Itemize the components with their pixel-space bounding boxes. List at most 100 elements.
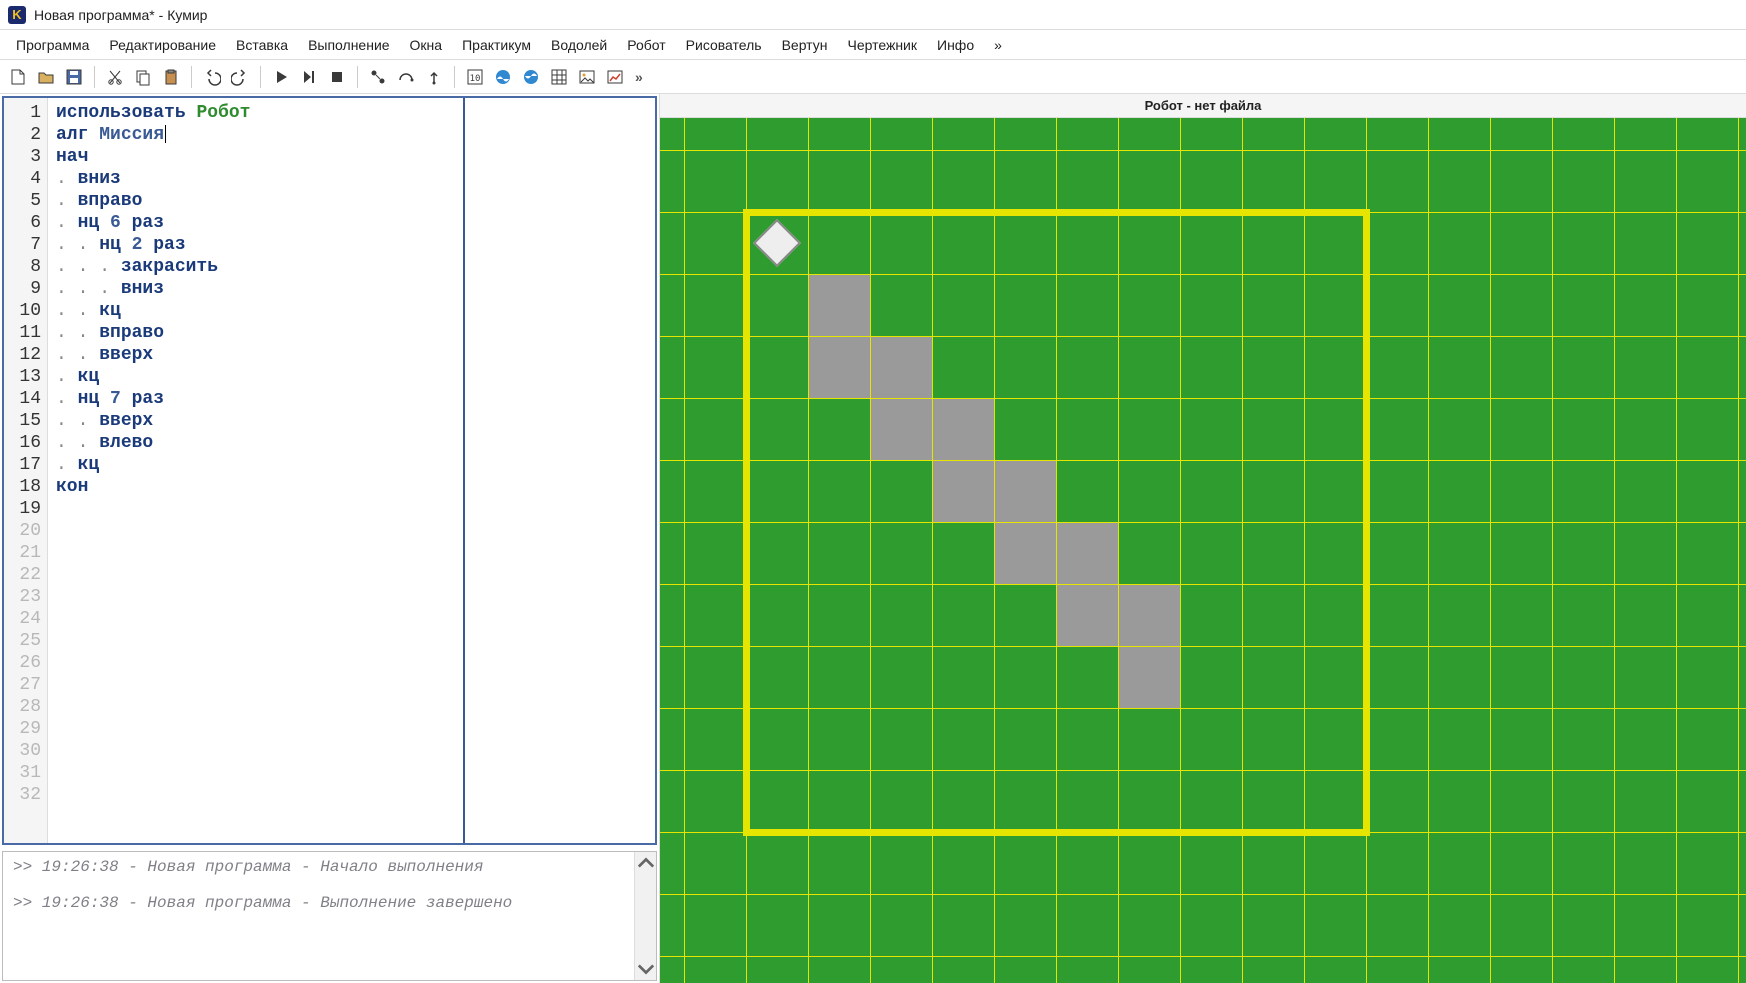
- code-line[interactable]: . . . вниз: [56, 278, 455, 300]
- menu-item-8[interactable]: Рисователь: [676, 33, 772, 57]
- line-number: 11: [4, 322, 41, 344]
- toggle-10-icon[interactable]: 10: [463, 65, 487, 89]
- line-number: 4: [4, 168, 41, 190]
- painted-cell: [995, 523, 1056, 584]
- toolbar-overflow-icon[interactable]: »: [631, 69, 647, 85]
- painted-cell: [1119, 647, 1180, 708]
- window-title: Новая программа* - Кумир: [34, 7, 207, 23]
- code-line[interactable]: нач: [56, 146, 455, 168]
- code-line[interactable]: . . влево: [56, 432, 455, 454]
- wall: [1363, 209, 1370, 836]
- code-line[interactable]: . нц 6 раз: [56, 212, 455, 234]
- menu-item-7[interactable]: Робот: [617, 33, 675, 57]
- step-over-icon[interactable]: [394, 65, 418, 89]
- redo-icon[interactable]: [228, 65, 252, 89]
- toolbar-separator: [357, 66, 358, 88]
- menu-item-2[interactable]: Вставка: [226, 33, 298, 57]
- code-line[interactable]: . . вверх: [56, 344, 455, 366]
- line-number: 24: [4, 608, 41, 630]
- code-area[interactable]: использовать Роботалг Миссиянач. вниз. в…: [48, 98, 655, 843]
- line-number: 6: [4, 212, 41, 234]
- actor-b-icon[interactable]: [519, 65, 543, 89]
- copy-icon[interactable]: [131, 65, 155, 89]
- main-split: 1234567891011121314151617181920212223242…: [0, 94, 1746, 983]
- menu-item-9[interactable]: Вертун: [772, 33, 838, 57]
- menu-item-1[interactable]: Редактирование: [99, 33, 226, 57]
- step-out-icon[interactable]: [422, 65, 446, 89]
- menu-item-4[interactable]: Окна: [400, 33, 453, 57]
- menu-item-10[interactable]: Чертежник: [837, 33, 927, 57]
- menu-item-12[interactable]: »: [984, 33, 1012, 57]
- line-number: 10: [4, 300, 41, 322]
- menu-item-3[interactable]: Выполнение: [298, 33, 399, 57]
- line-number: 7: [4, 234, 41, 256]
- line-number: 9: [4, 278, 41, 300]
- scroll-down-icon[interactable]: [637, 960, 655, 978]
- console-panel: >> 19:26:38 - Новая программа - Начало в…: [2, 851, 657, 981]
- console-output: >> 19:26:38 - Новая программа - Начало в…: [3, 852, 634, 980]
- robot-field[interactable]: [660, 118, 1746, 983]
- text-cursor: [165, 125, 166, 143]
- menu-item-5[interactable]: Практикум: [452, 33, 541, 57]
- wall: [743, 829, 1370, 836]
- line-number: 23: [4, 586, 41, 608]
- painted-cell: [809, 275, 870, 336]
- line-number: 18: [4, 476, 41, 498]
- run-icon[interactable]: [269, 65, 293, 89]
- code-line[interactable]: . вниз: [56, 168, 455, 190]
- line-number: 19: [4, 498, 41, 520]
- code-line[interactable]: . кц: [56, 366, 455, 388]
- code-line[interactable]: . . нц 2 раз: [56, 234, 455, 256]
- code-line[interactable]: . . кц: [56, 300, 455, 322]
- code-line[interactable]: [56, 498, 455, 520]
- paste-icon[interactable]: [159, 65, 183, 89]
- undo-icon[interactable]: [200, 65, 224, 89]
- line-number: 20: [4, 520, 41, 542]
- line-number: 26: [4, 652, 41, 674]
- code-editor[interactable]: 1234567891011121314151617181920212223242…: [2, 96, 657, 845]
- stop-icon[interactable]: [325, 65, 349, 89]
- code-line[interactable]: . . вверх: [56, 410, 455, 432]
- line-number: 32: [4, 784, 41, 806]
- code-line[interactable]: . вправо: [56, 190, 455, 212]
- menu-item-6[interactable]: Водолей: [541, 33, 617, 57]
- code-line[interactable]: кон: [56, 476, 455, 498]
- code-line[interactable]: . . . закрасить: [56, 256, 455, 278]
- new-file-icon[interactable]: [6, 65, 30, 89]
- code-line[interactable]: . . вправо: [56, 322, 455, 344]
- line-number: 25: [4, 630, 41, 652]
- actor-a-icon[interactable]: [491, 65, 515, 89]
- code-line[interactable]: . кц: [56, 454, 455, 476]
- robot-pane: Робот - нет файла: [660, 94, 1746, 983]
- line-number: 22: [4, 564, 41, 586]
- run-step-icon[interactable]: [297, 65, 321, 89]
- code-line[interactable]: алг Миссия: [56, 124, 455, 146]
- code-line[interactable]: использовать Робот: [56, 102, 455, 124]
- line-number: 3: [4, 146, 41, 168]
- save-file-icon[interactable]: [62, 65, 86, 89]
- cut-icon[interactable]: [103, 65, 127, 89]
- left-pane: 1234567891011121314151617181920212223242…: [0, 94, 660, 983]
- painted-cell: [995, 461, 1056, 522]
- code-line[interactable]: . нц 7 раз: [56, 388, 455, 410]
- robot-marker[interactable]: [753, 219, 801, 267]
- code-column[interactable]: использовать Роботалг Миссиянач. вниз. в…: [48, 98, 465, 843]
- line-number: 31: [4, 762, 41, 784]
- chart-tool-icon[interactable]: [603, 65, 627, 89]
- grid-tool-icon[interactable]: [547, 65, 571, 89]
- painted-cell: [933, 399, 994, 460]
- image-tool-icon[interactable]: [575, 65, 599, 89]
- menu-item-0[interactable]: Программа: [6, 33, 99, 57]
- console-scrollbar[interactable]: [634, 852, 656, 980]
- menu-item-11[interactable]: Инфо: [927, 33, 984, 57]
- scroll-up-icon[interactable]: [637, 854, 655, 872]
- painted-cell: [1057, 523, 1118, 584]
- open-file-icon[interactable]: [34, 65, 58, 89]
- painted-cell: [809, 337, 870, 398]
- line-number: 15: [4, 410, 41, 432]
- wall: [743, 209, 750, 836]
- robot-field-viewport[interactable]: [660, 118, 1746, 983]
- toolbar: 10 »: [0, 60, 1746, 94]
- breakpoint-icon[interactable]: [366, 65, 390, 89]
- line-number: 29: [4, 718, 41, 740]
